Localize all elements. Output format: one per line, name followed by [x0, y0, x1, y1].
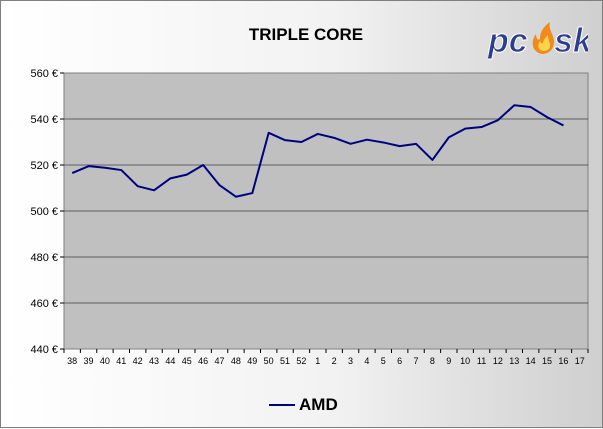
x-tick-label: 44: [165, 356, 175, 366]
x-tick-label: 43: [149, 356, 159, 366]
x-tick-label: 15: [542, 356, 552, 366]
x-tick-label: 48: [231, 356, 241, 366]
x-tick-label: 9: [446, 356, 451, 366]
x-tick-label: 51: [280, 356, 290, 366]
x-tick-label: 42: [133, 356, 143, 366]
y-tick-label: 560 €: [30, 68, 58, 80]
x-tick-label: 38: [67, 356, 77, 366]
y-tick-label: 440 €: [30, 344, 58, 356]
y-tick-label: 460 €: [30, 298, 58, 310]
x-tick-label: 4: [364, 356, 369, 366]
flame-icon: [532, 22, 554, 54]
logo-text-left: pc: [488, 22, 528, 60]
x-tick-label: 17: [575, 356, 585, 366]
series-line-amd: [71, 104, 564, 198]
y-tick-label: 500 €: [30, 206, 58, 218]
x-tick-label: 52: [296, 356, 306, 366]
x-tick-label: 5: [381, 356, 386, 366]
x-tick-label: 2: [332, 356, 337, 366]
x-tick-label: 46: [198, 356, 208, 366]
chart-title: TRIPLE CORE: [248, 25, 364, 44]
x-tick-label: 16: [558, 356, 568, 366]
x-tick-label: 10: [460, 356, 470, 366]
chart-legend: AMD: [269, 394, 338, 416]
y-tick-label: 480 €: [30, 252, 58, 264]
x-tick-label: 14: [526, 356, 536, 366]
pcask-logo: pc sk: [488, 22, 588, 61]
x-tick-label: 39: [84, 356, 94, 366]
x-tick-label: 3: [348, 356, 353, 366]
x-tick-label: 49: [247, 356, 257, 366]
y-tick-label: 540 €: [30, 114, 58, 126]
x-tick-label: 40: [100, 356, 110, 366]
x-tick-label: 6: [397, 356, 402, 366]
legend-label: AMD: [299, 395, 338, 414]
x-tick-label: 1: [315, 356, 320, 366]
y-tick-label: 520 €: [30, 160, 58, 172]
x-tick-label: 45: [182, 356, 192, 366]
x-tick-label: 12: [493, 356, 503, 366]
x-tick-label: 8: [430, 356, 435, 366]
x-tick-label: 41: [116, 356, 126, 366]
logo-text-right: sk: [554, 22, 588, 60]
x-tick-label: 11: [477, 356, 486, 366]
x-tick-label: 47: [215, 356, 225, 366]
legend-swatch: [269, 404, 295, 406]
x-tick-label: 7: [414, 356, 419, 366]
x-tick-label: 50: [264, 356, 274, 366]
x-tick-label: 13: [509, 356, 519, 366]
